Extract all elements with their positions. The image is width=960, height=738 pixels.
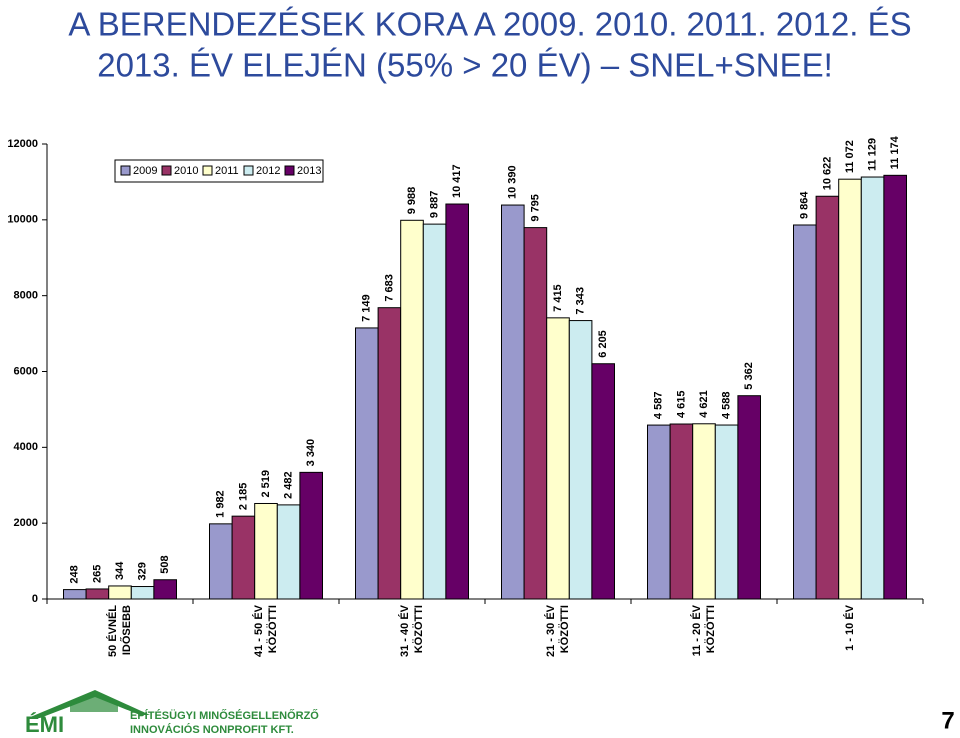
legend-label: 2009 xyxy=(133,165,157,177)
bar xyxy=(299,471,323,600)
value-label: 4 588 xyxy=(721,392,733,420)
bar xyxy=(860,176,885,600)
x-tick-label: KÖZÖTTI xyxy=(558,605,571,653)
bar xyxy=(130,586,155,600)
legend-label: 2010 xyxy=(174,165,198,177)
x-tick-label: 1 - 10 ÉV xyxy=(843,604,856,651)
x-tick-label: 31 - 40 ÉV xyxy=(398,604,411,657)
legend-swatch xyxy=(243,165,254,176)
x-tick-label: 50 ÉVNÉL xyxy=(106,605,119,657)
value-label: 2 482 xyxy=(283,471,295,499)
x-tick-label: KÖZÖTTI xyxy=(412,605,425,653)
bar xyxy=(422,223,447,600)
y-tick-label: 12000 xyxy=(7,138,38,150)
bar xyxy=(501,204,525,600)
y-tick-label: 6000 xyxy=(14,365,38,377)
x-tick-label: KÖZÖTTI xyxy=(704,605,717,653)
x-tick-label: 11 - 20 ÉV xyxy=(690,604,703,656)
bar xyxy=(355,327,379,600)
legend-label: 2011 xyxy=(215,165,239,177)
title-line: 2013. ÉV ELEJÉN (55% > 20 ÉV) – SNEL+SNE… xyxy=(97,47,833,84)
x-tick-label: 41 - 50 ÉV xyxy=(252,604,265,657)
company-name: ÉPÍTÉSÜGYI MINŐSÉGELLENŐRZŐ xyxy=(130,709,319,722)
x-tick-label: 21 - 30 ÉV xyxy=(544,604,557,657)
y-tick-label: 2000 xyxy=(14,517,38,529)
footer-logo: ÉMI ÉPÍTÉSÜGYI MINŐSÉGELLENŐRZŐ INNOVÁCI… xyxy=(25,690,319,737)
value-label: 5 362 xyxy=(743,362,755,390)
logo-text: ÉMI xyxy=(25,712,64,737)
bar xyxy=(692,423,716,600)
bar xyxy=(838,178,862,600)
bar xyxy=(254,502,278,600)
bar xyxy=(883,174,908,600)
bar xyxy=(108,585,132,600)
legend-label: 2012 xyxy=(256,165,280,177)
value-label: 7 343 xyxy=(575,287,587,315)
x-tick-label: IDŐSEBB xyxy=(120,605,133,655)
bar xyxy=(445,203,469,600)
bar xyxy=(209,523,233,600)
value-label: 7 149 xyxy=(361,294,373,322)
value-label: 329 xyxy=(137,562,149,580)
legend-label: 2013 xyxy=(297,165,321,177)
value-label: 10 417 xyxy=(451,164,463,198)
bar xyxy=(377,307,402,600)
bar xyxy=(153,579,177,600)
chart: 0 2000 4000 6000 8000 10000 12000 50 ÉVNÉL IDŐSE… xyxy=(7,135,924,657)
y-tick-label: 4000 xyxy=(14,441,38,453)
value-label: 6 205 xyxy=(597,330,609,358)
company-name: INNOVÁCIÓS NONPROFIT KFT. xyxy=(130,723,294,736)
value-label: 4 587 xyxy=(653,392,665,420)
bar xyxy=(714,424,739,600)
legend-swatch xyxy=(120,165,131,176)
legend-swatch xyxy=(202,165,213,176)
value-label: 4 615 xyxy=(675,390,687,418)
value-label: 7 683 xyxy=(383,274,395,302)
value-label: 11 072 xyxy=(844,140,856,173)
value-label: 9 864 xyxy=(799,191,811,219)
bar xyxy=(669,423,694,600)
value-label: 9 988 xyxy=(406,187,418,215)
bar xyxy=(400,219,424,600)
value-label: 508 xyxy=(159,555,171,573)
legend-swatch xyxy=(161,165,172,176)
x-tick-label: KÖZÖTTI xyxy=(266,605,279,653)
y-tick-label: 0 xyxy=(32,593,38,605)
y-tick-label: 8000 xyxy=(14,290,38,302)
bar xyxy=(276,504,301,600)
y-tick-label: 10000 xyxy=(7,214,38,226)
value-label: 10 622 xyxy=(821,157,833,191)
value-label: 344 xyxy=(114,561,126,580)
bar xyxy=(546,317,570,600)
value-label: 9 795 xyxy=(529,194,541,222)
value-label: 2 185 xyxy=(237,483,249,511)
bar xyxy=(793,224,817,600)
bar xyxy=(231,515,256,600)
bar xyxy=(647,424,671,600)
value-label: 10 390 xyxy=(507,165,519,199)
bar xyxy=(591,363,616,600)
bar xyxy=(568,320,593,600)
value-label: 11 174 xyxy=(889,135,901,169)
page-number: 7 xyxy=(941,707,954,734)
bar xyxy=(737,395,762,600)
value-label: 265 xyxy=(91,565,103,583)
value-label: 9 887 xyxy=(429,191,441,219)
value-label: 248 xyxy=(69,565,81,583)
value-label: 4 621 xyxy=(698,390,710,418)
legend-swatch xyxy=(284,165,295,176)
value-label: 7 415 xyxy=(552,284,564,312)
value-label: 3 340 xyxy=(305,439,317,467)
value-label: 11 129 xyxy=(867,138,879,171)
value-label: 1 982 xyxy=(215,490,227,518)
bar xyxy=(815,195,840,600)
value-label: 2 519 xyxy=(260,470,272,498)
title-line: A BERENDEZÉSEK KORA A 2009. 2010. 2011. … xyxy=(68,6,911,43)
bar xyxy=(523,227,548,600)
bar xyxy=(85,588,110,600)
bar xyxy=(63,589,87,600)
